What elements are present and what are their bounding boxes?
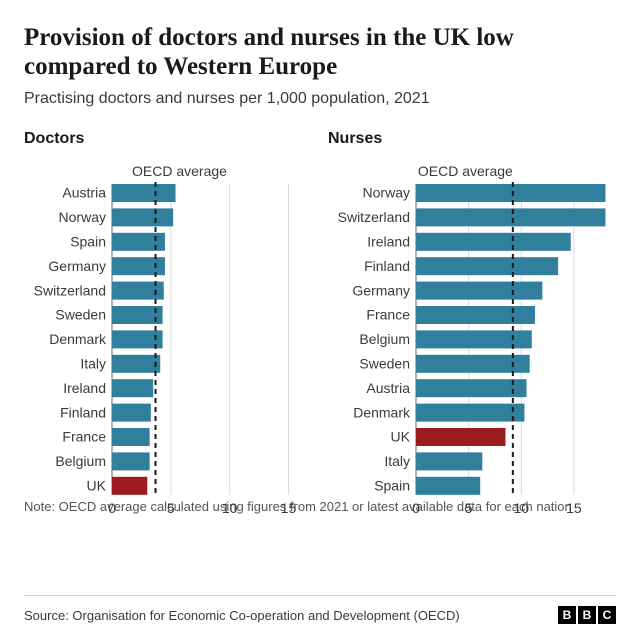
bar-label: Spain [70,233,106,249]
x-tick-label: 15 [281,499,297,515]
source-text: Source: Organisation for Economic Co-ope… [24,608,460,623]
bar-label: Ireland [63,379,106,395]
bar [416,208,605,226]
bar-label: France [62,428,106,444]
bar-label: UK [87,477,107,493]
charts-container: Doctors Austria Norway Spain Germany Switzer… [24,130,616,480]
bar [416,306,535,324]
x-tick-label: 5 [465,499,473,515]
bar-label: Spain [374,477,410,493]
bbc-logo-block: C [598,606,616,624]
nurses-panel-title: Nurses [328,130,616,148]
bar [112,257,165,275]
bar [416,257,558,275]
nurses-panel: Nurses Norway Switzerland Ireland Finland Ge… [328,130,616,480]
bar [416,281,542,299]
bar-label: Ireland [367,233,410,249]
x-tick-label: 10 [222,499,238,515]
bar [416,476,480,494]
doctors-plot: Austria Norway Spain Germany Switzerland Swed… [24,162,312,480]
bar [112,208,173,226]
page-title: Provision of doctors and nurses in the U… [24,24,616,82]
bar-label: Germany [48,257,106,273]
bar [416,403,524,421]
bbc-logo-block: B [578,606,596,624]
footer: Source: Organisation for Economic Co-ope… [24,595,616,624]
bar-label: Italy [384,453,410,469]
bar-label: Sweden [55,306,106,322]
bar-label: Italy [80,355,106,371]
bbc-logo-block: B [558,606,576,624]
bar [416,428,505,446]
bar [112,428,150,446]
bar [416,184,605,202]
x-tick-label: 10 [513,499,529,515]
x-tick-label: 0 [412,499,420,515]
bar [416,330,532,348]
doctors-panel-title: Doctors [24,130,312,148]
bar-label: Austria [366,379,410,395]
bar [112,452,150,470]
chart-svg: Norway Switzerland Ireland Finland Germany Fr… [328,162,616,517]
nurses-plot: Norway Switzerland Ireland Finland Germany Fr… [328,162,616,480]
bar-label: Switzerland [338,209,410,225]
bar [112,184,176,202]
bar [416,452,482,470]
bar-label: Finland [364,257,410,273]
bar-label: Belgium [359,331,410,347]
bar-label: France [366,306,410,322]
bar [416,232,571,250]
bar [112,476,147,494]
bar-label: Norway [363,184,410,200]
chart-svg: Austria Norway Spain Germany Switzerland Swed… [24,162,312,517]
bar-label: UK [391,428,411,444]
bar [112,403,151,421]
bar-label: Norway [59,209,106,225]
x-tick-label: 5 [167,499,175,515]
bar-label: Austria [62,184,106,200]
bar-label: Belgium [55,453,106,469]
bar-label: Denmark [49,331,107,347]
bar-label: Denmark [353,404,411,420]
page-subtitle: Practising doctors and nurses per 1,000 … [24,90,616,108]
doctors-panel: Doctors Austria Norway Spain Germany Switzer… [24,130,312,480]
oecd-average-label: OECD average [132,163,227,179]
bar-label: Finland [60,404,106,420]
bar [112,232,165,250]
bar [112,379,153,397]
bar [416,379,527,397]
x-tick-label: 0 [108,499,116,515]
oecd-average-label: OECD average [418,163,513,179]
bbc-logo: BBC [558,606,616,624]
bar-label: Germany [352,282,410,298]
bar-label: Switzerland [34,282,106,298]
x-tick-label: 15 [566,499,582,515]
bar-label: Sweden [359,355,410,371]
bar [112,354,160,372]
